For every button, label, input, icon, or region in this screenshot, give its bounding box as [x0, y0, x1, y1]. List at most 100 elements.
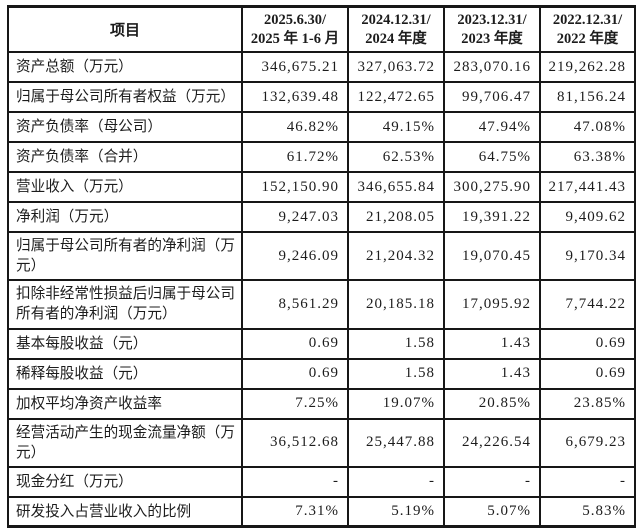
cell-value: -	[241, 465, 349, 498]
row-label: 稀释每股收益（元）	[7, 357, 243, 390]
cell-value: 62.53%	[347, 141, 445, 174]
table-row: 扣除非经常性损益后归属于母公司所有者的净利润（万元） 8,561.29 20,185…	[7, 279, 636, 330]
column-header-line: 2024 年度	[365, 30, 427, 47]
row-label: 资产总额（万元）	[7, 51, 243, 84]
cell-value: 24,226.54	[443, 417, 541, 468]
column-header: 2023.12.31/2023 年度	[443, 5, 541, 54]
table-header: 项目 2025.6.30/2025 年 1-6 月 2024.12.31/2024…	[7, 5, 636, 54]
cell-value: 46.82%	[241, 111, 349, 144]
table-row: 现金分红（万元） - - - -	[7, 465, 636, 498]
column-header-line: 2022.12.31/	[552, 12, 623, 28]
table-row: 资产负债率（合并） 61.72% 62.53% 64.75% 63.38%	[7, 141, 636, 174]
table-row: 资产总额（万元） 346,675.21 327,063.72 283,070.16 21…	[7, 51, 636, 84]
row-label: 扣除非经常性损益后归属于母公司所有者的净利润（万元）	[7, 279, 243, 330]
cell-value: 36,512.68	[241, 417, 349, 468]
cell-value: 1.43	[443, 357, 541, 390]
cell-value: 20.85%	[443, 387, 541, 420]
cell-value: 8,561.29	[241, 279, 349, 330]
cell-value: 5.07%	[443, 495, 541, 528]
column-header: 2022.12.31/2022 年度	[539, 5, 636, 54]
cell-value: 7.25%	[241, 387, 349, 420]
table-body: 资产总额（万元） 346,675.21 327,063.72 283,070.16 21…	[7, 51, 636, 528]
cell-value: 9,409.62	[539, 201, 636, 234]
cell-value: 25,447.88	[347, 417, 445, 468]
row-label: 资产负债率（母公司）	[7, 111, 243, 144]
cell-value: 99,706.47	[443, 81, 541, 114]
cell-value: 346,675.21	[241, 51, 349, 84]
cell-value: 7.31%	[241, 495, 349, 528]
cell-value: 0.69	[241, 357, 349, 390]
document-page: { "colors": { "ink": "#1c1c1c", "border"…	[7, 5, 636, 528]
cell-value: 9,247.03	[241, 201, 349, 234]
row-label: 加权平均净资产收益率	[7, 387, 243, 420]
cell-value: 7,744.22	[539, 279, 636, 330]
row-label: 营业收入（万元）	[7, 171, 243, 204]
cell-value: 17,095.92	[443, 279, 541, 330]
cell-value: 64.75%	[443, 141, 541, 174]
cell-value: 1.58	[347, 357, 445, 390]
table-row: 稀释每股收益（元） 0.69 1.58 1.43 0.69	[7, 357, 636, 390]
cell-value: 152,150.90	[241, 171, 349, 204]
cell-value: 300,275.90	[443, 171, 541, 204]
column-header: 2024.12.31/2024 年度	[347, 5, 445, 54]
cell-value: 61.72%	[241, 141, 349, 174]
cell-value: 9,246.09	[241, 231, 349, 282]
table-row: 营业收入（万元） 152,150.90 346,655.84 300,275.90 21…	[7, 171, 636, 204]
column-header-line: 2025 年 1-6 月	[250, 30, 340, 47]
cell-value: 219,262.28	[539, 51, 636, 84]
row-label: 现金分红（万元）	[7, 465, 243, 498]
cell-value: 5.19%	[347, 495, 445, 528]
cell-value: 283,070.16	[443, 51, 541, 84]
row-label: 归属于母公司所有者权益（万元）	[7, 81, 243, 114]
cell-value: 23.85%	[539, 387, 636, 420]
column-header-line: 2022 年度	[556, 30, 619, 47]
cell-value: 19,070.45	[443, 231, 541, 282]
cell-value: 21,204.32	[347, 231, 445, 282]
header-item-label: 项目	[7, 5, 243, 54]
cell-value: 63.38%	[539, 141, 636, 174]
cell-value: 47.08%	[539, 111, 636, 144]
cell-value: 0.69	[539, 357, 636, 390]
cell-value: 47.94%	[443, 111, 541, 144]
row-label: 研发投入占营业收入的比例	[7, 495, 243, 528]
cell-value: 20,185.18	[347, 279, 445, 330]
financial-summary-table: 项目 2025.6.30/2025 年 1-6 月 2024.12.31/2024…	[7, 5, 636, 528]
table-row: 基本每股收益（元） 0.69 1.58 1.43 0.69	[7, 327, 636, 360]
cell-value: 49.15%	[347, 111, 445, 144]
column-header-line: 2024.12.31/	[361, 12, 431, 28]
cell-value: 327,063.72	[347, 51, 445, 84]
table-row: 归属于母公司所有者权益（万元） 132,639.48 122,472.65 99,70…	[7, 81, 636, 114]
cell-value: 19,391.22	[443, 201, 541, 234]
column-header-line: 2025.6.30/	[263, 12, 327, 28]
table-row: 加权平均净资产收益率 7.25% 19.07% 20.85% 23.85%	[7, 387, 636, 420]
column-header-line: 2023.12.31/	[457, 12, 527, 28]
cell-value: 19.07%	[347, 387, 445, 420]
table-row: 净利润（万元） 9,247.03 21,208.05 19,391.22 9,409.6…	[7, 201, 636, 234]
table-row: 资产负债率（母公司） 46.82% 49.15% 47.94% 47.08%	[7, 111, 636, 144]
cell-value: 1.43	[443, 327, 541, 360]
cell-value: 217,441.43	[539, 171, 636, 204]
row-label: 归属于母公司所有者的净利润（万元）	[7, 231, 243, 282]
cell-value: 81,156.24	[539, 81, 636, 114]
header-row: 项目 2025.6.30/2025 年 1-6 月 2024.12.31/2024…	[7, 5, 636, 54]
row-label: 经营活动产生的现金流量净额（万元）	[7, 417, 243, 468]
cell-value: 5.83%	[539, 495, 636, 528]
column-header: 2025.6.30/2025 年 1-6 月	[241, 5, 349, 54]
row-label: 基本每股收益（元）	[7, 327, 243, 360]
cell-value: 6,679.23	[539, 417, 636, 468]
cell-value: -	[347, 465, 445, 498]
table-row: 研发投入占营业收入的比例 7.31% 5.19% 5.07% 5.83%	[7, 495, 636, 528]
cell-value: 21,208.05	[347, 201, 445, 234]
cell-value: 132,639.48	[241, 81, 349, 114]
row-label: 净利润（万元）	[7, 201, 243, 234]
cell-value: 0.69	[539, 327, 636, 360]
cell-value: -	[539, 465, 636, 498]
cell-value: 9,170.34	[539, 231, 636, 282]
table-row: 经营活动产生的现金流量净额（万元） 36,512.68 25,447.88 24,22…	[7, 417, 636, 468]
table-row: 归属于母公司所有者的净利润（万元） 9,246.09 21,204.32 19,070…	[7, 231, 636, 282]
cell-value: -	[443, 465, 541, 498]
cell-value: 346,655.84	[347, 171, 445, 204]
row-label: 资产负债率（合并）	[7, 141, 243, 174]
cell-value: 0.69	[241, 327, 349, 360]
column-header-line: 2023 年度	[461, 30, 523, 47]
